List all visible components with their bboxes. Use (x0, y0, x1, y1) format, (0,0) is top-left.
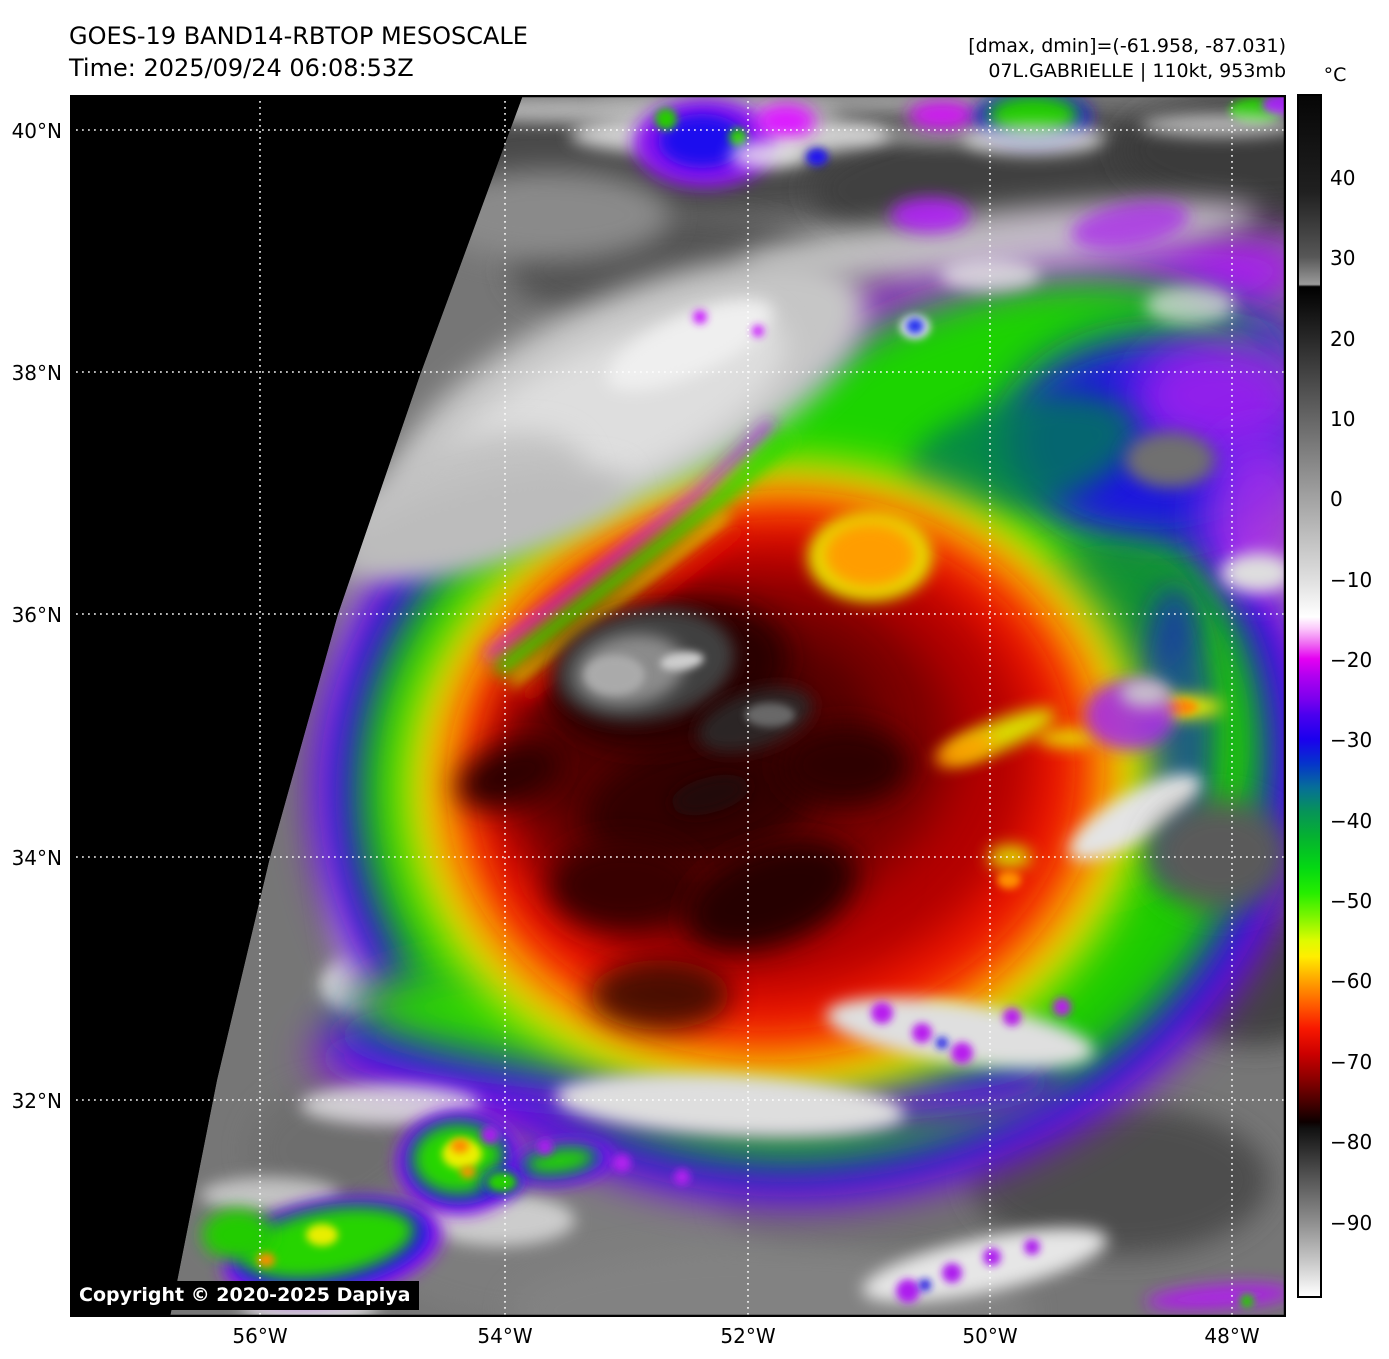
lon-tick-label: 54°W (477, 1324, 533, 1348)
satellite-map (69, 94, 1287, 1318)
colorbar-tick-label: −30 (1330, 728, 1373, 752)
storm-info: 07L.GABRIELLE | 110kt, 953mb (988, 60, 1286, 82)
se-purple-specks (481, 998, 1286, 1311)
timestamp: Time: 2025/09/24 06:08:53Z (69, 54, 414, 82)
no-data-wedge (70, 95, 523, 1317)
ne-gray-patches (1068, 432, 1286, 910)
map-border (69, 94, 1287, 1318)
storm-eye (551, 600, 813, 816)
lon-tick-label: 48°W (1204, 1324, 1260, 1348)
lon-tick-label: 56°W (232, 1324, 288, 1348)
colorbar-tick-label: 30 (1330, 246, 1356, 270)
colorbar-unit: °C (1323, 64, 1347, 86)
colorbar-tick-label: 0 (1330, 487, 1343, 511)
colorbar-tick-label: 10 (1330, 407, 1356, 431)
satellite-image (69, 94, 1287, 1318)
lat-tick-label: 40°N (11, 119, 62, 143)
lat-tick-label: 34°N (11, 846, 62, 870)
colorbar-tick-label: 40 (1330, 166, 1356, 190)
lon-tick-label: 52°W (720, 1324, 776, 1348)
lat-tick-label: 32°N (11, 1089, 62, 1113)
white-cloud-band (336, 256, 867, 578)
colorbar-tick-label: −20 (1330, 648, 1373, 672)
lat-tick-label: 36°N (11, 603, 62, 627)
colorbar-tick-label: −60 (1330, 969, 1373, 993)
colorbar-tick-label: −50 (1330, 889, 1373, 913)
lat-tick-label: 38°N (11, 361, 62, 385)
colorbar (1297, 94, 1322, 1298)
scan-data-region (170, 95, 1286, 1317)
copyright-badge: Copyright © 2020-2025 Dapiya (70, 1281, 420, 1310)
lon-tick-label: 50°W (962, 1324, 1018, 1348)
plot-title: GOES-19 BAND14-RBTOP MESOSCALE (69, 22, 528, 50)
colorbar-tick-label: −80 (1330, 1130, 1373, 1154)
colorbar-tick-label: 20 (1330, 327, 1356, 351)
colorbar-tick-label: −40 (1330, 809, 1373, 833)
colorbar-tick-label: −70 (1330, 1050, 1373, 1074)
colorbar-tick-label: −10 (1330, 568, 1373, 592)
dmax-dmin-readout: [dmax, dmin]=(-61.958, -87.031) (968, 35, 1286, 57)
colorbar-tick-label: −90 (1330, 1211, 1373, 1235)
